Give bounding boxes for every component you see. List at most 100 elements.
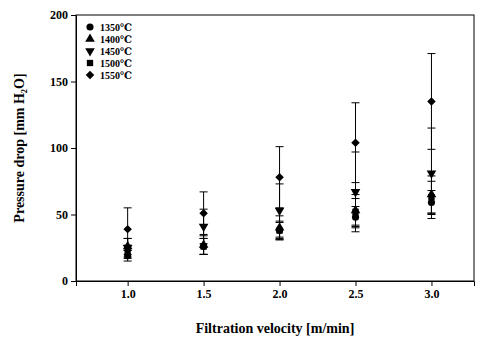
error-bar	[200, 192, 208, 235]
chart: 1.01.52.02.53.00501001502001350℃1400℃145…	[0, 0, 493, 351]
y-axis-line	[71, 16, 77, 282]
error-bar-cap	[124, 261, 132, 262]
legend: 1350℃1400℃1450℃1500℃1550℃	[85, 22, 132, 81]
error-bar	[276, 222, 284, 238]
error-bar-cap	[427, 181, 435, 182]
error-bar	[276, 147, 284, 208]
error-bar	[276, 221, 284, 240]
error-bar-cap	[352, 198, 360, 199]
x-tick-label: 2.0	[273, 287, 288, 301]
legend-symbol	[85, 48, 95, 56]
point	[200, 243, 207, 250]
x-tick-label: 1.5	[197, 287, 212, 301]
legend-label: 1400℃	[100, 34, 132, 45]
legend-item: 1550℃	[86, 70, 132, 81]
y-tick: 0	[62, 274, 76, 288]
error-bar	[200, 236, 208, 255]
point	[427, 97, 435, 105]
legend-item: 1400℃	[85, 33, 132, 44]
error-bar-cap	[200, 234, 208, 235]
point	[351, 189, 361, 197]
error-bar-cap	[352, 225, 360, 226]
error-bar-cap	[200, 254, 208, 255]
series	[123, 54, 435, 251]
error-bar	[427, 54, 435, 150]
legend-item: 1350℃	[86, 22, 132, 33]
series	[123, 128, 436, 257]
plot-frame	[76, 15, 474, 281]
x-tick-mark	[431, 281, 432, 286]
point	[427, 170, 437, 178]
error-bar-cap	[200, 238, 208, 239]
error-bar-cap	[276, 239, 284, 240]
y-tick-label: 100	[50, 141, 68, 155]
error-bar-cap	[276, 238, 284, 239]
point	[428, 194, 434, 200]
error-bar	[427, 181, 435, 213]
legend-label: 1500℃	[100, 58, 132, 69]
point	[275, 208, 285, 216]
point	[200, 243, 206, 249]
x-tick-mark	[204, 281, 205, 286]
y-tick-mark	[71, 215, 76, 216]
x-tick-mark	[280, 281, 281, 286]
error-bar-cap	[427, 149, 435, 150]
error-bar-cap	[427, 213, 435, 214]
error-bar-cap	[276, 222, 284, 223]
point	[123, 225, 131, 233]
legend-symbol	[86, 23, 93, 30]
error-bar-cap	[352, 102, 360, 103]
error-bar	[427, 176, 435, 213]
data-area	[123, 54, 436, 261]
y-tick-mark	[71, 281, 76, 282]
x-axis-line	[77, 282, 475, 287]
x-axis: 1.01.52.02.53.0	[77, 281, 475, 301]
y-tick-label: 0	[62, 274, 68, 288]
legend-symbol	[86, 71, 94, 79]
plot: 1.01.52.02.53.00501001502001350℃1400℃145…	[50, 8, 475, 300]
legend-item: 1450℃	[85, 46, 132, 57]
x-tick: 1.5	[197, 281, 212, 301]
error-bar-cap	[124, 250, 132, 251]
legend-label: 1450℃	[100, 46, 132, 57]
error-bar-cap	[352, 231, 360, 232]
point	[276, 227, 282, 233]
error-bar	[352, 103, 360, 183]
error-bar	[200, 238, 208, 254]
error-bar-cap	[124, 250, 132, 251]
point	[199, 209, 207, 217]
error-bar-cap	[124, 258, 132, 259]
point	[352, 209, 358, 215]
legend-label: 1350℃	[100, 22, 132, 33]
error-bar	[352, 195, 360, 227]
y-tick-label: 150	[50, 75, 68, 89]
error-bar-cap	[276, 146, 284, 147]
point	[351, 138, 359, 146]
y-tick: 50	[56, 208, 76, 222]
legend-item: 1500℃	[87, 58, 132, 69]
y-axis: 0 50 100 150 200	[50, 8, 77, 288]
error-bar	[200, 238, 208, 254]
error-bar-cap	[200, 238, 208, 239]
error-bar-cap	[276, 239, 284, 240]
error-bar-cap	[124, 207, 132, 208]
error-bar-cap	[352, 182, 360, 183]
x-tick: 2.5	[349, 281, 364, 301]
x-axis-title: Filtration velocity [m/min]	[196, 321, 355, 336]
error-bar-cap	[200, 254, 208, 255]
point	[275, 173, 283, 181]
y-tick: 200	[50, 8, 76, 22]
x-tick-label: 1.0	[121, 287, 136, 301]
legend-label: 1550℃	[100, 70, 132, 81]
error-bar-cap	[276, 207, 284, 208]
x-tick-mark	[356, 281, 357, 286]
error-bar	[352, 199, 360, 226]
error-bar-cap	[200, 254, 208, 255]
x-tick: 1.0	[121, 281, 136, 301]
error-bar-cap	[427, 218, 435, 219]
y-tick-mark	[71, 15, 76, 16]
y-tick: 150	[50, 75, 76, 89]
legend-symbol	[87, 60, 93, 66]
error-bar-cap	[200, 191, 208, 192]
x-tick: 2.0	[273, 281, 288, 301]
